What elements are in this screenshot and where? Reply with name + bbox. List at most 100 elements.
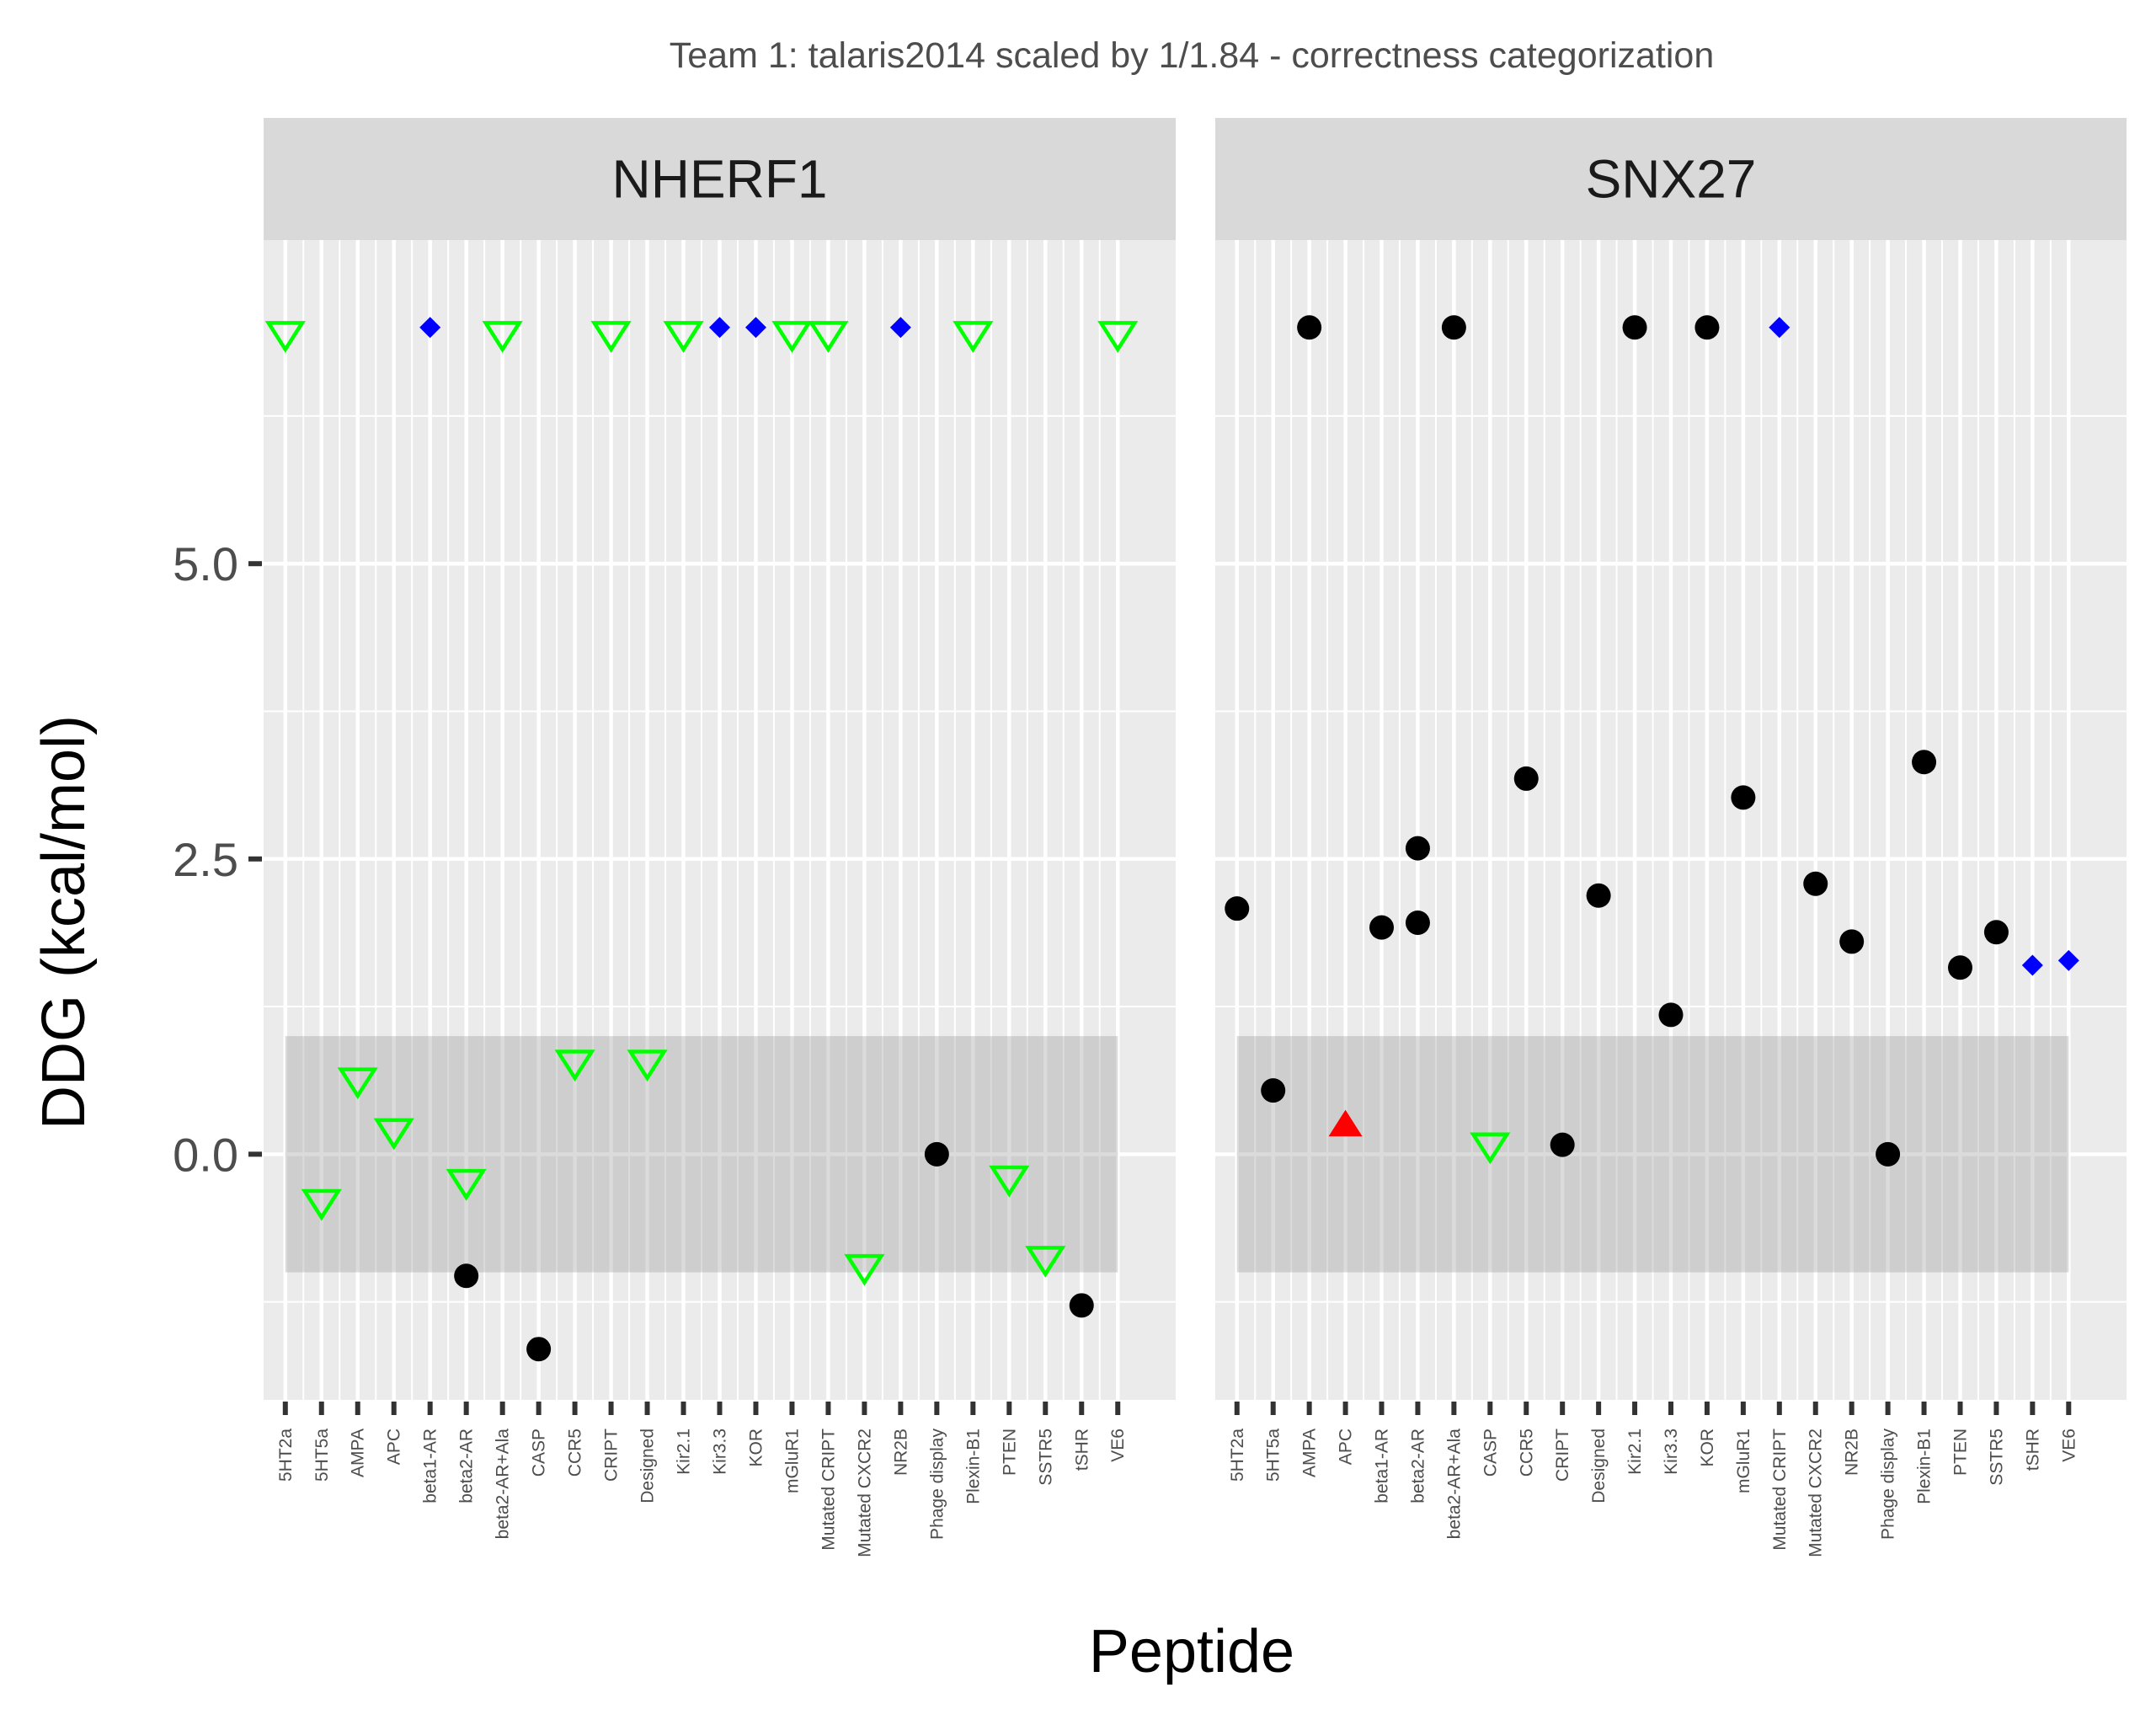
x-tick-label: beta2-AR [1408, 1429, 1428, 1503]
data-point [446, 1168, 487, 1201]
data-point [844, 1253, 885, 1286]
x-tick-label: beta2-AR+Ala [1444, 1429, 1464, 1540]
data-point [526, 1337, 552, 1362]
data-point [889, 317, 911, 339]
data-point [454, 1263, 479, 1289]
x-tick-label: Mutated CXCR2 [1806, 1429, 1826, 1557]
x-tick-label: Phage display [927, 1429, 947, 1540]
x-tick-label: Kir3.3 [1662, 1429, 1681, 1475]
x-tick-label: Mutated CXCR2 [855, 1429, 874, 1557]
data-point [709, 317, 730, 339]
y-axis: 0.0 2.5 5.0 [173, 537, 262, 1181]
data-point [1731, 785, 1756, 810]
x-tick-label: beta2-AR+Ala [494, 1429, 513, 1540]
x-tick-label: SSTR5 [1987, 1429, 2006, 1486]
data-point [663, 321, 704, 353]
x-tick-label: beta1-AR [421, 1429, 440, 1503]
data-point [1405, 836, 1430, 861]
x-tick-label: Phage display [1879, 1429, 1898, 1540]
data-point [2021, 954, 2043, 976]
y-tick-label: 0.0 [173, 1128, 238, 1181]
panel-nherf1: NHERF1 5HT2a 5HT5a AMPA APC beta1-AR beta2-AR b… [264, 118, 1176, 1557]
x-tick-label: KOR [746, 1429, 766, 1467]
strip-label: NHERF1 [611, 149, 827, 210]
data-point [1947, 955, 1972, 980]
x-tick-label: KOR [1698, 1429, 1717, 1467]
data-point [1839, 929, 1865, 954]
shaded-band [1236, 1036, 2069, 1273]
data-point [1586, 883, 1611, 908]
data-point [1261, 1078, 1286, 1103]
data-point [1441, 315, 1466, 340]
x-tick-label: APC [1337, 1429, 1356, 1465]
panel-snx27: SNX27 5HT2a 5HT5a AMPA APC beta1-AR beta2-AR be… [1215, 118, 2127, 1557]
x-tick-label: Designed [1589, 1429, 1609, 1503]
data-point [1369, 915, 1395, 940]
x-tick-label: tSHR [1072, 1429, 1091, 1471]
x-tick-label: tSHR [2023, 1429, 2042, 1471]
x-tick-label: CASP [1481, 1429, 1500, 1477]
x-tick-label: VE6 [2059, 1429, 2079, 1462]
data-point [554, 1049, 595, 1082]
x-tick-label: Kir3.3 [711, 1429, 730, 1475]
strip-background [264, 118, 1176, 240]
data-point [1550, 1132, 1575, 1157]
data-point [1983, 920, 2009, 945]
data-point [771, 321, 813, 353]
y-axis-title: DDG (kcal/mol) [30, 715, 98, 1130]
data-point [482, 321, 523, 353]
y-tick-label: 2.5 [173, 833, 238, 886]
y-tick-label: 5.0 [173, 537, 238, 590]
x-tick-label: 5HT2a [276, 1429, 296, 1482]
x-tick-label: 5HT5a [1264, 1429, 1283, 1482]
data-point [953, 321, 994, 353]
x-tick-label: NR2B [1843, 1429, 1862, 1476]
x-tick-label: Designed [638, 1429, 658, 1503]
x-tick-label: 5HT2a [1228, 1429, 1247, 1482]
x-tick-label: CRIPT [602, 1429, 622, 1482]
data-point [1769, 317, 1790, 339]
x-tick-label: AMPA [1300, 1429, 1320, 1477]
chart-title: Team 1: talaris2014 scaled by 1/1.84 - c… [670, 35, 1715, 76]
data-point [808, 321, 849, 353]
x-tick-label: APC [385, 1429, 404, 1465]
strip-background [1215, 118, 2127, 240]
x-tick-label: VE6 [1108, 1429, 1128, 1462]
data-point [1622, 315, 1647, 340]
x-tick-label: CRIPT [1553, 1429, 1572, 1482]
data-point [1297, 315, 1322, 340]
data-point [1876, 1141, 1901, 1167]
data-point [2057, 949, 2079, 971]
x-tick-label: PTEN [1000, 1429, 1019, 1476]
data-point [1658, 1002, 1684, 1028]
x-tick-label: mGluR1 [782, 1429, 802, 1493]
data-point [264, 321, 306, 353]
data-point [337, 1067, 378, 1100]
x-tick-label: Mutated CRIPT [819, 1429, 838, 1551]
data-point [1513, 766, 1539, 791]
data-point [1225, 896, 1250, 921]
data-point [1069, 1293, 1094, 1318]
data-point [989, 1165, 1030, 1198]
x-tick-label: CCR5 [566, 1429, 585, 1477]
data-point [924, 1141, 949, 1167]
x-tick-label: 5HT5a [312, 1429, 332, 1482]
x-tick-label: CASP [530, 1429, 549, 1477]
data-point [373, 1118, 414, 1151]
data-point [1912, 750, 1937, 775]
data-point [1803, 871, 1828, 896]
data-point [1694, 315, 1720, 340]
x-tick-label: beta2-AR [457, 1429, 477, 1503]
x-axis-title: Peptide [1089, 1618, 1294, 1685]
x-tick-label: Plexin-B1 [1915, 1429, 1935, 1504]
data-point [1470, 1132, 1511, 1165]
x-tick-label: Mutated CRIPT [1770, 1429, 1790, 1551]
x-tick-label: SSTR5 [1036, 1429, 1055, 1486]
strip-label: SNX27 [1586, 149, 1757, 210]
x-tick-label: Plexin-B1 [963, 1429, 983, 1504]
x-tick-label: mGluR1 [1734, 1429, 1753, 1493]
x-tick-label: PTEN [1951, 1429, 1970, 1476]
data-point [590, 321, 632, 353]
data-point [744, 317, 766, 339]
